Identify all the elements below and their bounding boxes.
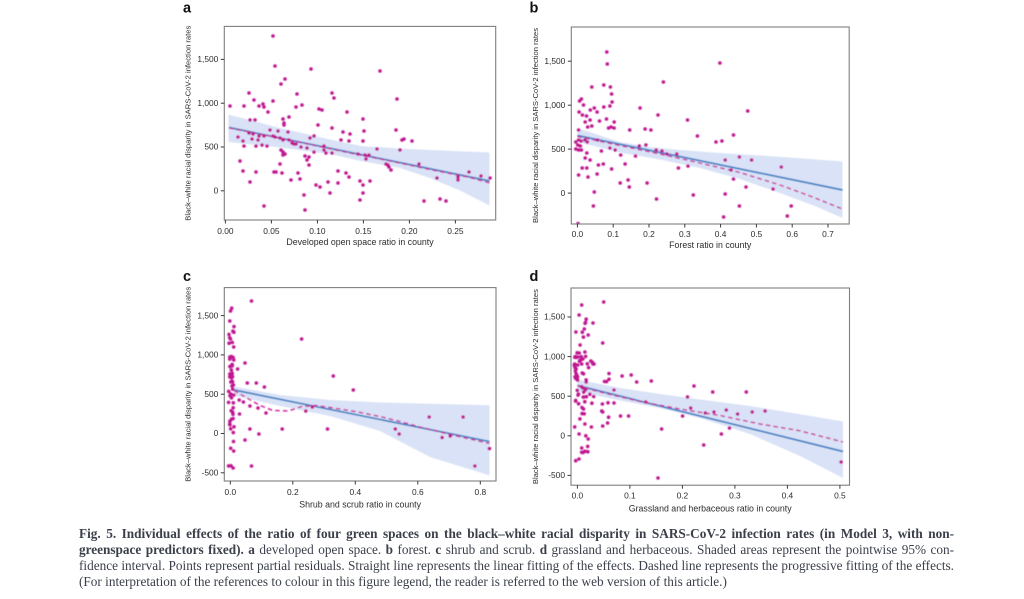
svg-text:0.3: 0.3 — [679, 229, 691, 239]
svg-text:c: c — [183, 269, 191, 285]
svg-text:Shrub and scrub ratio in count: Shrub and scrub ratio in county — [299, 499, 421, 509]
svg-text:Black–white racial disparity i: Black–white racial disparity in SARS-CoV… — [184, 287, 193, 482]
svg-text:0.4: 0.4 — [349, 487, 361, 497]
svg-text:1,000: 1,000 — [544, 351, 565, 361]
svg-text:0.20: 0.20 — [401, 226, 418, 236]
svg-text:0.4: 0.4 — [715, 229, 727, 239]
svg-text:0: 0 — [561, 188, 566, 198]
svg-text:1,000: 1,000 — [197, 98, 218, 108]
svg-text:500: 500 — [551, 144, 565, 154]
svg-text:0.5: 0.5 — [834, 490, 846, 500]
svg-text:0.0: 0.0 — [572, 229, 584, 239]
svg-text:1,000: 1,000 — [544, 100, 565, 110]
svg-text:500: 500 — [551, 391, 565, 401]
svg-text:0.2: 0.2 — [643, 229, 655, 239]
svg-text:1,500: 1,500 — [544, 56, 565, 66]
svg-text:0.0: 0.0 — [572, 490, 584, 500]
svg-text:a: a — [183, 1, 192, 17]
svg-text:1,500: 1,500 — [197, 54, 218, 64]
svg-text:0: 0 — [560, 431, 565, 441]
svg-text:0.25: 0.25 — [447, 226, 464, 236]
svg-text:d: d — [530, 269, 539, 285]
svg-text:0.2: 0.2 — [677, 490, 689, 500]
svg-text:-500: -500 — [202, 468, 219, 478]
svg-text:0.0: 0.0 — [224, 487, 236, 497]
svg-text:0.3: 0.3 — [729, 490, 741, 500]
svg-text:0.10: 0.10 — [309, 226, 326, 236]
svg-text:0.00: 0.00 — [217, 226, 234, 236]
svg-text:0.2: 0.2 — [287, 487, 299, 497]
svg-text:500: 500 — [204, 142, 218, 152]
svg-text:Grassland and herbaceous ratio: Grassland and herbaceous ratio in county — [629, 504, 792, 514]
svg-text:Forest ratio in county: Forest ratio in county — [669, 240, 752, 250]
svg-text:Black–white racial disparity i: Black–white racial disparity in SARS-CoV… — [531, 28, 540, 223]
svg-text:0.6: 0.6 — [412, 487, 424, 497]
svg-text:1,500: 1,500 — [544, 312, 565, 322]
svg-text:0.6: 0.6 — [786, 229, 798, 239]
svg-text:0: 0 — [214, 428, 219, 438]
svg-text:1,500: 1,500 — [197, 310, 218, 320]
svg-text:0.15: 0.15 — [355, 226, 372, 236]
svg-text:Developed open space ratio in: Developed open space ratio in county — [286, 237, 434, 247]
svg-text:1,000: 1,000 — [197, 350, 218, 360]
svg-text:0.5: 0.5 — [751, 229, 763, 239]
svg-text:Black–white racial disparity i: Black–white racial disparity in SARS-CoV… — [531, 289, 540, 484]
svg-text:0.1: 0.1 — [624, 490, 636, 500]
svg-text:0.8: 0.8 — [474, 487, 486, 497]
svg-text:0.1: 0.1 — [607, 229, 619, 239]
svg-text:b: b — [530, 1, 539, 17]
svg-text:0.05: 0.05 — [263, 226, 280, 236]
svg-text:Black–white racial disparity i: Black–white racial disparity in SARS-CoV… — [184, 26, 193, 221]
svg-text:0: 0 — [214, 186, 219, 196]
svg-text:0.7: 0.7 — [822, 229, 834, 239]
svg-text:500: 500 — [204, 389, 218, 399]
svg-text:0.4: 0.4 — [782, 490, 794, 500]
svg-text:-500: -500 — [548, 470, 565, 480]
